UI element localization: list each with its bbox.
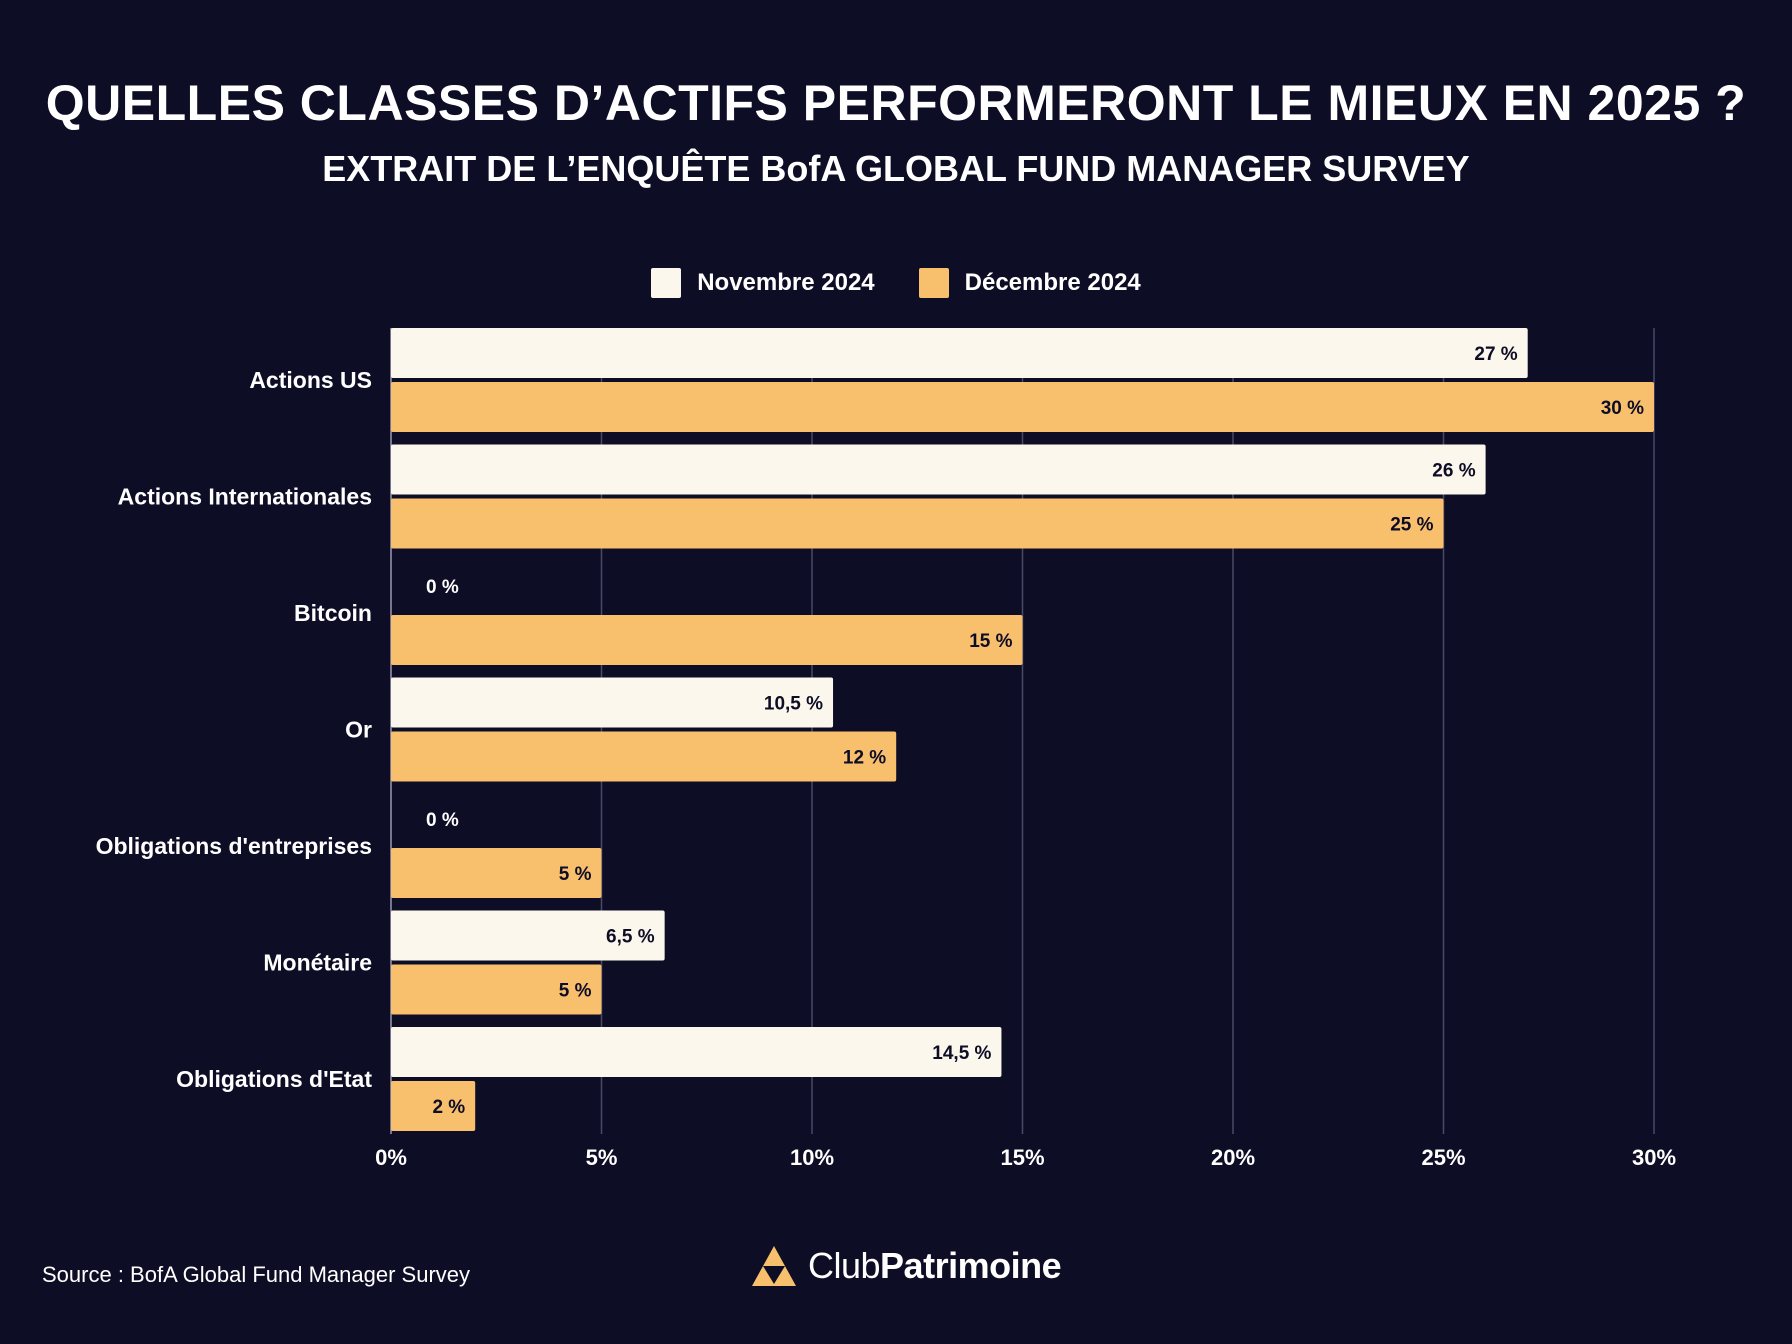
x-tick-label: 0% [375, 1145, 407, 1170]
bar-dec [391, 498, 1444, 549]
legend-item-nov: Novembre 2024 [651, 268, 875, 298]
logo-text-bold: Patrimoine [880, 1245, 1062, 1286]
bar-dec [391, 615, 1023, 665]
x-tick-label: 5% [586, 1145, 618, 1170]
bar-dec [391, 1081, 476, 1131]
source-note: Source : BofA Global Fund Manager Survey [42, 1262, 471, 1287]
data-label: 0 % [426, 577, 459, 598]
data-label: 15 % [969, 631, 1012, 652]
bar-nov [391, 677, 834, 728]
bar-dec [391, 848, 602, 898]
chart-title: QUELLES CLASSES D’ACTIFS PERFORMERONT LE… [45, 75, 1747, 131]
chart-subtitle: EXTRAIT DE L’ENQUÊTE BofA GLOBAL FUND MA… [322, 148, 1470, 189]
bar-dec [391, 964, 602, 1015]
legend-item-dec: Décembre 2024 [918, 268, 1141, 298]
data-label: 12 % [843, 748, 886, 769]
category-label: Actions Internationales [118, 484, 372, 510]
legend-swatch-dec [918, 268, 949, 298]
logo-text-light: Club [808, 1245, 881, 1286]
category-label: Or [345, 717, 372, 743]
bar-nov [391, 444, 1486, 495]
data-label: 5 % [559, 864, 592, 885]
bar-dec [391, 731, 897, 782]
data-label: 27 % [1474, 344, 1517, 365]
data-label: 26 % [1432, 461, 1475, 482]
data-label: 6,5 % [606, 927, 655, 948]
data-label: 2 % [432, 1097, 465, 1118]
legend-label-dec: Décembre 2024 [964, 269, 1141, 296]
category-label: Obligations d'Etat [176, 1066, 372, 1092]
category-label: Actions US [249, 367, 372, 393]
legend-label-nov: Novembre 2024 [697, 269, 875, 296]
bar-dec [391, 382, 1654, 432]
category-label: Obligations d'entreprises [96, 833, 372, 859]
data-label: 0 % [426, 810, 459, 831]
x-tick-label: 30% [1632, 1145, 1676, 1170]
x-tick-label: 20% [1211, 1145, 1255, 1170]
club-patrimoine-logo: ClubPatrimoine [750, 1244, 1062, 1288]
bar-nov [391, 1027, 1002, 1077]
data-label: 5 % [559, 981, 592, 1002]
data-label: 25 % [1390, 515, 1433, 536]
bar-nov [391, 328, 1528, 378]
data-label: 30 % [1601, 398, 1644, 419]
bar-nov [391, 910, 665, 961]
legend-swatch-nov [651, 268, 682, 298]
data-label: 10,5 % [764, 694, 823, 715]
category-label: Monétaire [263, 950, 372, 976]
legend: Novembre 2024 Décembre 2024 [0, 268, 1792, 298]
x-tick-label: 15% [1000, 1145, 1044, 1170]
triangle-logo-icon [752, 1246, 796, 1286]
category-label: Bitcoin [294, 600, 372, 626]
logo-text: ClubPatrimoine [808, 1245, 1062, 1287]
x-tick-label: 25% [1421, 1145, 1465, 1170]
data-label: 14,5 % [932, 1043, 991, 1064]
x-tick-label: 10% [790, 1145, 834, 1170]
